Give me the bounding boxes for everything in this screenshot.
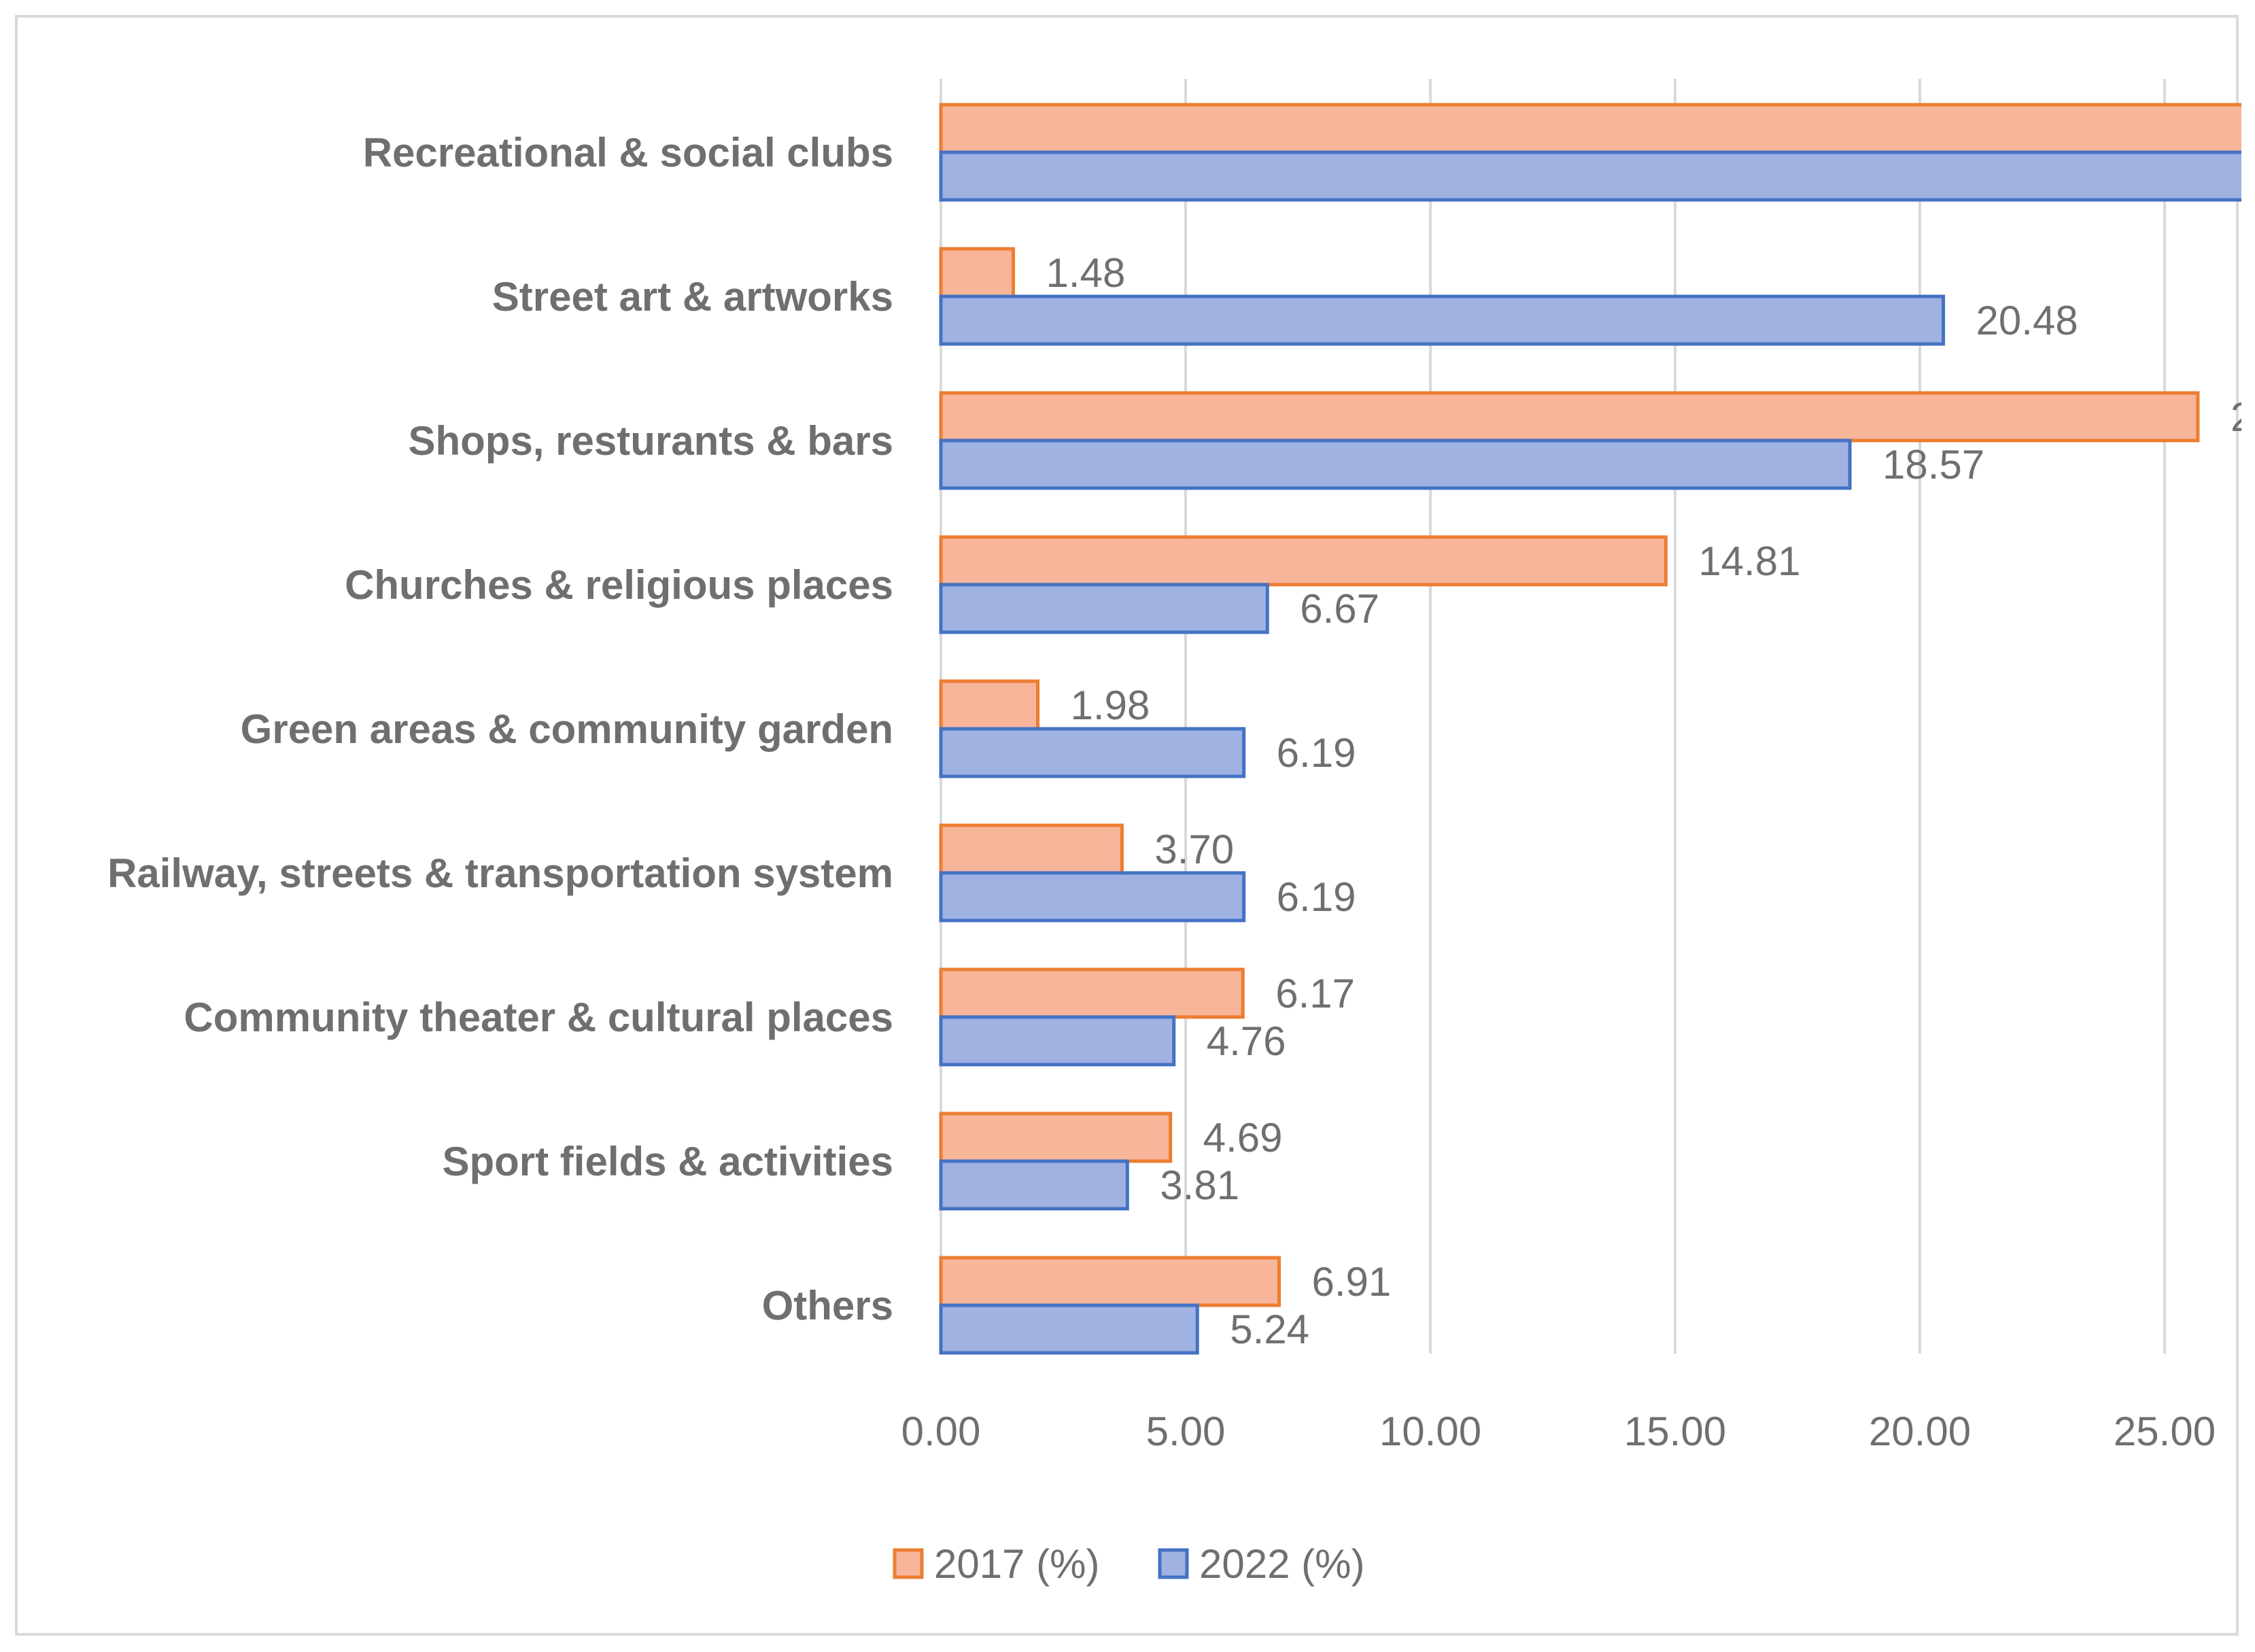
data-label-2022: 6.67: [1300, 586, 1379, 632]
legend: 2017 (%) 2022 (%): [893, 1541, 1364, 1587]
bar-2017: [939, 967, 1245, 1019]
x-tick-label: 10.00: [1379, 1409, 1481, 1454]
data-label-2022: 5.24: [1230, 1307, 1309, 1352]
x-tick-label: 5.00: [1146, 1409, 1226, 1454]
bar-2022: [939, 294, 1946, 346]
data-label-2017: 25.68: [2231, 394, 2241, 440]
data-label-2017: 1.98: [1071, 683, 1150, 728]
bar-2017: [939, 823, 1124, 875]
legend-label-2022: 2022 (%): [1199, 1541, 1364, 1587]
bar-2017: [939, 1112, 1173, 1163]
category-label: Street art & artworks: [492, 274, 893, 320]
category-label: Others: [762, 1283, 893, 1328]
category-label: Railway, streets & transportation system: [107, 850, 893, 896]
chart-frame: 34.5728.101.4820.4825.6818.5714.816.671.…: [15, 15, 2241, 1636]
x-tick-label: 20.00: [1869, 1409, 1971, 1454]
x-tick-label: 15.00: [1624, 1409, 1726, 1454]
category-label: Sport fields & activities: [442, 1139, 893, 1184]
data-label-2022: 20.48: [1976, 298, 2078, 343]
bar-2017: [939, 535, 1668, 587]
category-label: Recreational & social clubs: [363, 130, 893, 175]
bar-2017: [939, 103, 2241, 154]
bar-2022: [939, 1159, 1129, 1211]
bar-2022: [939, 871, 1246, 923]
bar-2017: [939, 1256, 1281, 1307]
x-tick-label: 0.00: [901, 1409, 981, 1454]
data-label-2017: 1.48: [1046, 250, 1126, 296]
data-label-2017: 4.69: [1203, 1115, 1283, 1160]
bars: [939, 103, 2241, 1355]
bar-chart: 34.5728.101.4820.4825.6818.5714.816.671.…: [107, 79, 2241, 1587]
legend-swatch-2022: [1158, 1548, 1189, 1579]
category-label: Shops, resturants & bars: [408, 418, 893, 464]
bar-2022: [939, 583, 1269, 634]
bar-2017: [939, 679, 1040, 731]
legend-label-2017: 2017 (%): [934, 1541, 1099, 1587]
data-labels: 34.5728.101.4820.4825.6818.5714.816.671.…: [1046, 250, 2241, 1352]
data-label-2017: 6.91: [1312, 1259, 1392, 1305]
data-label-2022: 6.19: [1277, 874, 1356, 920]
category-label: Community theater & cultural places: [184, 995, 893, 1040]
data-label-2022: 6.19: [1277, 730, 1356, 776]
category-label: Green areas & community garden: [241, 706, 893, 752]
data-label-2022: 18.57: [1882, 442, 1984, 487]
bar-2022: [939, 727, 1246, 778]
data-label-2017: 14.81: [1698, 538, 1800, 584]
bar-2022: [939, 150, 2241, 202]
x-tick-label: 25.00: [2114, 1409, 2216, 1454]
bar-2022: [939, 1015, 1176, 1067]
bar-2017: [939, 391, 2200, 443]
legend-swatch-2017: [893, 1548, 924, 1579]
data-label-2022: 3.81: [1160, 1163, 1239, 1208]
data-label-2017: 6.17: [1275, 971, 1355, 1016]
data-label-2022: 4.76: [1207, 1018, 1286, 1064]
category-labels: Recreational & social clubs Street art & …: [107, 130, 893, 1328]
data-label-2017: 3.70: [1154, 827, 1234, 872]
category-label: Churches & religious places: [345, 562, 893, 608]
bar-2022: [939, 438, 1852, 490]
bar-2017: [939, 247, 1016, 298]
bar-2022: [939, 1303, 1199, 1355]
